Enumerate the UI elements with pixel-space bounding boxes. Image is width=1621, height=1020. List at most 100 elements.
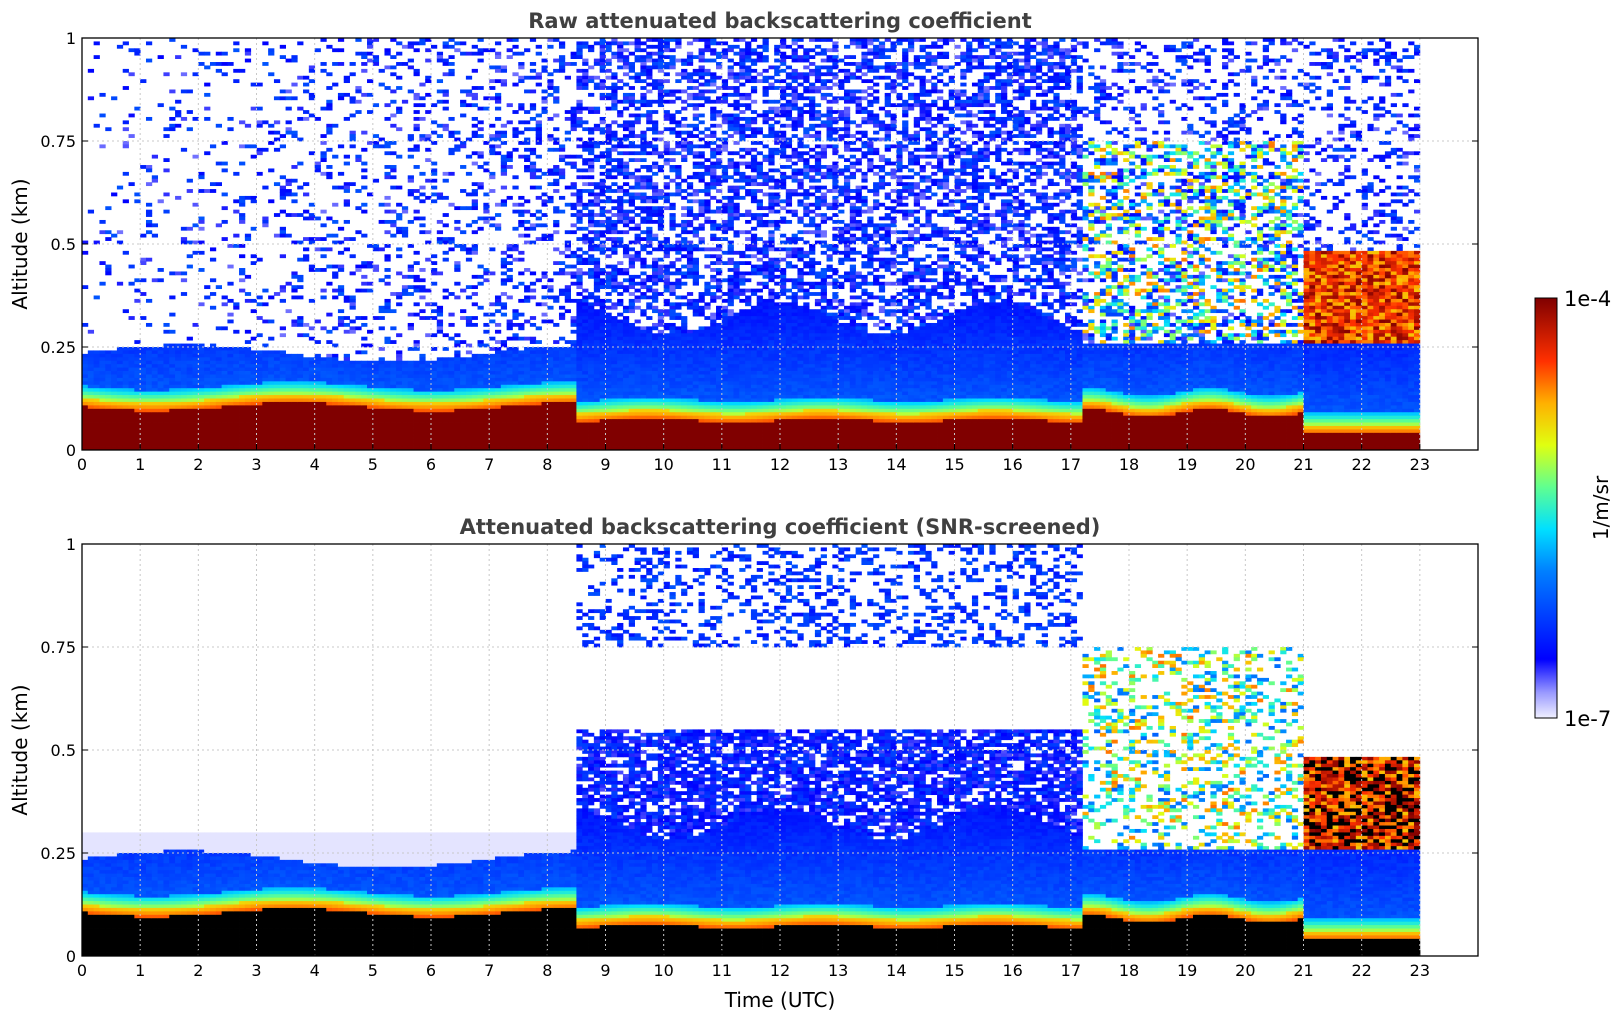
heat-cell [541,353,548,358]
heat-cell [640,309,647,314]
heat-cell [384,230,391,235]
heat-cell [384,425,391,430]
heat-cell [512,422,519,427]
heat-cell [273,381,281,386]
heat-cell [599,333,606,338]
heat-cell [285,432,292,437]
heat-cell [489,429,496,434]
heat-cell [419,381,426,386]
heat-cell [518,209,525,214]
heat-cell [634,206,641,211]
heat-cell [460,340,467,344]
heat-cell [134,415,141,420]
heat-cell [547,436,554,441]
heat-cell [163,168,170,173]
heat-cell [291,408,298,413]
heat-cell [588,158,595,162]
heat-cell [285,395,292,399]
heat-cell [239,432,246,437]
heat-cell [93,446,100,450]
heat-cell [628,240,635,245]
heat-cell [547,116,554,121]
heat-cell [145,443,153,447]
heat-cell [291,443,298,447]
heat-cell [477,127,484,132]
heat-cell [163,134,170,138]
heat-cell [582,288,589,293]
heat-cell [111,425,118,430]
heat-cell [489,247,496,252]
heat-cell [285,443,292,447]
heat-cell [349,412,356,417]
heat-cell [599,68,606,73]
heat-cell [297,391,304,396]
heat-cell [599,381,606,386]
heat-cell [105,127,112,132]
heat-cell [489,189,496,193]
heat-cell [518,432,525,437]
heat-cell [122,353,129,358]
heat-cell [436,237,444,241]
heat-cell [209,384,217,389]
heat-cell [285,425,292,430]
heat-cell [396,391,403,396]
heat-cell [227,422,234,427]
heat-cell [529,347,537,351]
heat-cell [396,436,403,441]
heat-cell [593,401,601,406]
heat-cell [378,429,385,434]
heat-cell [541,395,548,399]
heat-cell [192,412,199,417]
heat-cell [419,412,426,417]
heat-cell [640,79,647,84]
heat-cell [396,302,403,307]
heat-cell [518,415,525,420]
heat-cell [180,278,188,283]
heat-cell [576,302,583,307]
heat-cell [390,175,397,180]
heat-cell [617,189,624,193]
heat-cell [541,302,548,307]
heat-cell [512,419,519,423]
heat-cell [314,340,321,344]
heat-cell [128,113,135,118]
heat-cell [524,398,531,403]
heat-cell [640,216,647,221]
heat-cell [337,364,345,368]
heat-cell [233,422,240,427]
heat-cell [558,292,566,296]
heat-cell [646,288,653,293]
heat-cell [524,127,531,132]
heat-cell [471,292,478,296]
heat-cell [320,415,327,420]
heat-cell [186,422,193,427]
heat-cell [471,285,478,290]
heat-cell [343,161,350,166]
heat-cell [529,357,537,362]
heat-cell [145,436,153,441]
heat-cell [396,110,403,114]
heat-cell [611,103,618,108]
heat-cell [332,240,339,245]
heat-cell [605,226,612,231]
heat-cell [122,377,129,382]
heat-cell [186,336,193,341]
heat-cell [634,412,641,417]
heat-cell [134,48,141,53]
heat-cell [622,127,630,132]
heat-cell [622,326,630,331]
heat-cell [640,264,647,269]
heat-cell [494,377,502,382]
heat-cell [192,374,199,379]
heat-cell [192,371,199,375]
heat-cell [244,412,252,417]
heat-cell [297,419,304,423]
heat-cell [582,357,589,362]
heat-cell [367,446,374,450]
heat-cell [268,422,275,427]
heat-cell [134,350,141,355]
heat-cell [512,388,519,393]
heat-cell [291,422,298,427]
heat-cell [611,388,618,393]
heat-cell [204,371,211,375]
